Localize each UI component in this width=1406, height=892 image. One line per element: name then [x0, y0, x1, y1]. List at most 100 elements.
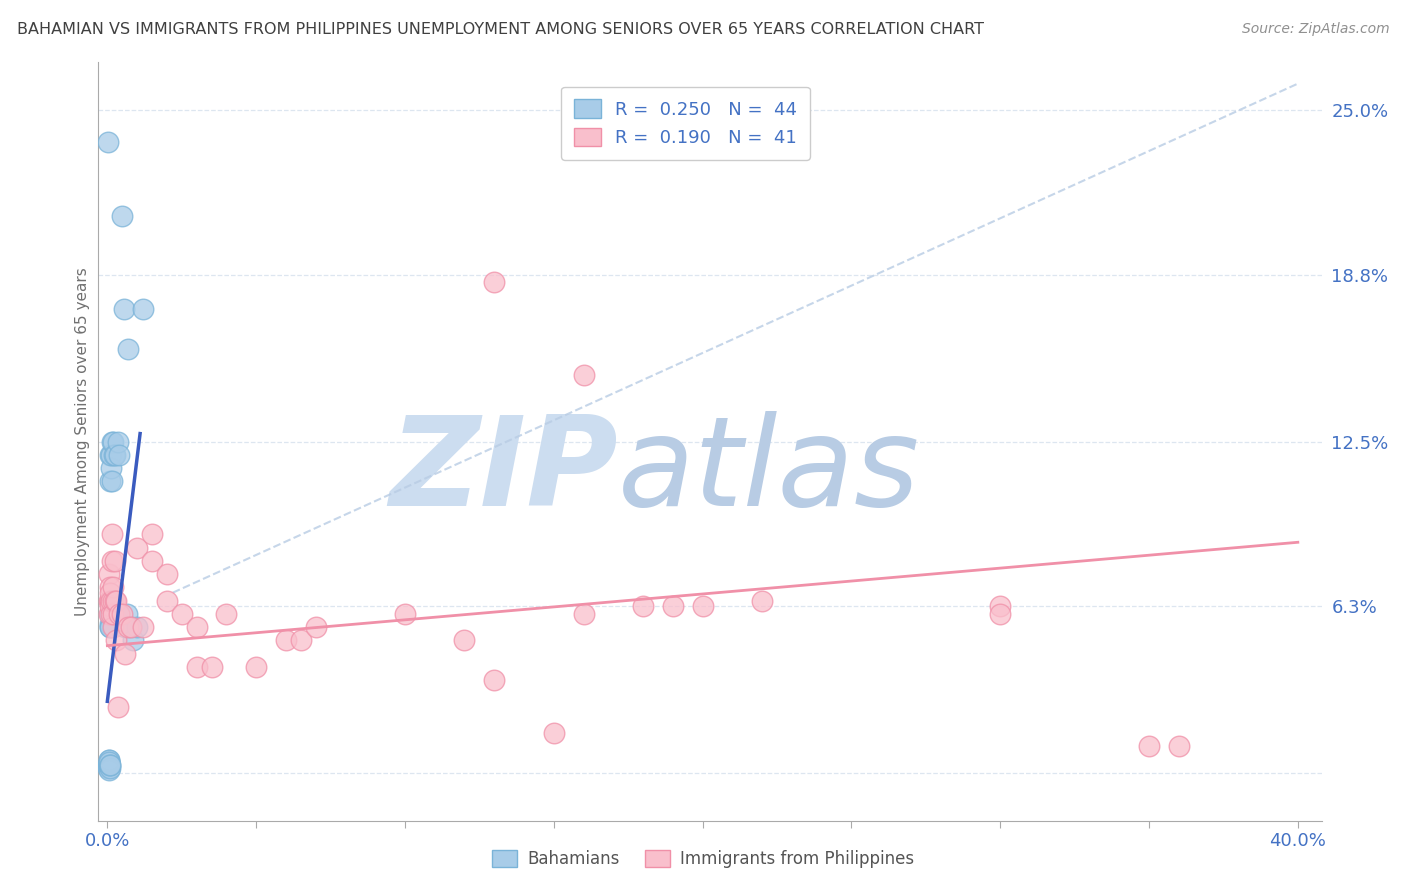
Point	[97, 764, 120, 778]
Point	[105, 633, 128, 648]
Point	[114, 620, 136, 634]
Point	[98, 607, 121, 621]
Point	[156, 567, 179, 582]
Point	[98, 758, 121, 772]
Point	[98, 448, 121, 462]
Point	[114, 647, 136, 661]
Point	[101, 434, 124, 449]
Point	[103, 580, 125, 594]
Point	[1167, 739, 1189, 754]
Point	[988, 607, 1011, 621]
Legend: Bahamians, Immigrants from Philippines: Bahamians, Immigrants from Philippines	[485, 843, 921, 875]
Text: atlas: atlas	[619, 411, 921, 533]
Legend: R =  0.250   N =  44, R =  0.190   N =  41: R = 0.250 N = 44, R = 0.190 N = 41	[561, 87, 810, 160]
Y-axis label: Unemployment Among Seniors over 65 years: Unemployment Among Seniors over 65 years	[75, 268, 90, 615]
Text: Source: ZipAtlas.com: Source: ZipAtlas.com	[1241, 22, 1389, 37]
Point	[117, 620, 139, 634]
Point	[631, 599, 654, 613]
Point	[98, 607, 121, 621]
Point	[305, 620, 328, 634]
Point	[101, 607, 124, 621]
Point	[105, 607, 128, 621]
Point	[97, 758, 120, 772]
Point	[101, 434, 124, 449]
Point	[111, 209, 134, 223]
Point	[108, 607, 131, 621]
Point	[112, 301, 135, 316]
Point	[98, 756, 121, 770]
Text: ZIP: ZIP	[389, 411, 619, 533]
Point	[141, 554, 163, 568]
Point	[115, 607, 138, 621]
Point	[1137, 739, 1160, 754]
Point	[100, 593, 122, 607]
Point	[97, 593, 120, 607]
Point	[97, 756, 120, 770]
Point	[98, 761, 121, 775]
Point	[290, 633, 312, 648]
Point	[121, 633, 143, 648]
Point	[394, 607, 416, 621]
Point	[186, 620, 208, 634]
Point	[127, 541, 149, 555]
Point	[100, 461, 122, 475]
Point	[132, 301, 155, 316]
Point	[132, 620, 155, 634]
Point	[100, 607, 122, 621]
Point	[245, 660, 267, 674]
Point	[101, 475, 124, 489]
Point	[104, 554, 127, 568]
Point	[170, 607, 193, 621]
Point	[453, 633, 475, 648]
Point	[692, 599, 714, 613]
Point	[156, 593, 179, 607]
Point	[120, 620, 142, 634]
Point	[200, 660, 222, 674]
Point	[98, 580, 121, 594]
Point	[101, 554, 124, 568]
Point	[120, 620, 142, 634]
Point	[127, 620, 149, 634]
Point	[751, 593, 773, 607]
Point	[98, 585, 121, 599]
Point	[107, 699, 129, 714]
Point	[98, 475, 121, 489]
Point	[484, 673, 506, 687]
Point	[98, 567, 121, 582]
Point	[98, 758, 121, 772]
Point	[97, 753, 120, 767]
Point	[543, 726, 565, 740]
Point	[103, 620, 125, 634]
Point	[98, 593, 121, 607]
Point	[104, 593, 127, 607]
Point	[101, 593, 124, 607]
Point	[98, 599, 121, 613]
Point	[107, 434, 129, 449]
Point	[141, 527, 163, 541]
Point	[215, 607, 238, 621]
Point	[98, 617, 121, 632]
Point	[111, 607, 134, 621]
Point	[98, 753, 121, 767]
Point	[100, 593, 122, 607]
Point	[108, 607, 131, 621]
Point	[484, 276, 506, 290]
Point	[97, 758, 120, 772]
Point	[117, 342, 139, 356]
Point	[572, 368, 595, 383]
Point	[98, 620, 121, 634]
Point	[97, 607, 120, 621]
Point	[103, 607, 125, 621]
Point	[988, 599, 1011, 613]
Point	[97, 135, 120, 149]
Text: BAHAMIAN VS IMMIGRANTS FROM PHILIPPINES UNEMPLOYMENT AMONG SENIORS OVER 65 YEARS: BAHAMIAN VS IMMIGRANTS FROM PHILIPPINES …	[17, 22, 984, 37]
Point	[98, 620, 121, 634]
Point	[103, 448, 125, 462]
Point	[104, 448, 127, 462]
Point	[105, 593, 128, 607]
Point	[274, 633, 297, 648]
Point	[97, 761, 120, 775]
Point	[98, 758, 121, 772]
Point	[572, 607, 595, 621]
Point	[662, 599, 685, 613]
